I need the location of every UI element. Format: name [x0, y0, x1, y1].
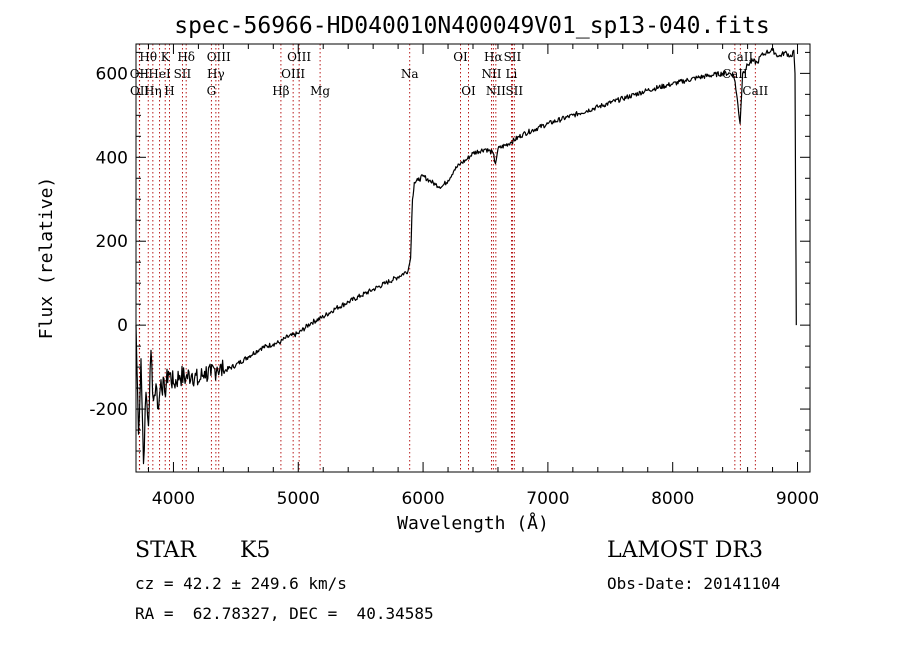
- redshift: cz = 42.2 ± 249.6 km/s: [135, 574, 347, 593]
- spectral-line-label: SII: [505, 84, 523, 98]
- spectral-line-label: CaII: [722, 67, 748, 81]
- x-tick-label: 6000: [401, 489, 444, 509]
- spectral-line-label: OIII: [287, 50, 311, 64]
- spectral-line-label: NII: [486, 84, 506, 98]
- y-tick-label: 200: [96, 232, 128, 252]
- x-axis-label: Wavelength (Å): [397, 512, 549, 534]
- spectral-line-label: Li: [506, 67, 518, 81]
- spectral-line-label: Na: [401, 67, 419, 81]
- spectral-line-label: H: [164, 84, 174, 98]
- spectral-line-label: OI: [461, 84, 476, 98]
- x-tick-label: 7000: [526, 489, 569, 509]
- plot-frame: [135, 43, 811, 473]
- spectral-line-label: OII: [130, 84, 150, 98]
- x-tick-label: 8000: [651, 489, 694, 509]
- spectral-line-label: K: [161, 50, 171, 64]
- y-axis-label: Flux (relative): [36, 177, 57, 340]
- spectral-line-label: SII: [504, 50, 522, 64]
- coordinates: RA = 62.78327, DEC = 40.34585: [135, 604, 434, 623]
- y-axis: -200 0 200 400 600: [89, 51, 810, 452]
- spectral-line-labels: HθOIIOIIHηHeIKHSIIHδGOIIIHγHβOIIIOIIIMgN…: [130, 50, 769, 98]
- spectral-line-label: HeI: [148, 67, 171, 81]
- spectral-line-label: Hγ: [207, 67, 225, 81]
- spectral-line-label: NII: [481, 67, 501, 81]
- spectral-line-label: Mg: [310, 84, 330, 98]
- x-tick-label: 4000: [152, 489, 195, 509]
- spectral-line-label: Hθ: [139, 50, 157, 64]
- y-tick-label: 400: [96, 148, 128, 168]
- spectral-line-label: CaII: [742, 84, 768, 98]
- obs-date: Obs-Date: 20141104: [607, 574, 781, 593]
- y-tick-label: -200: [89, 400, 128, 420]
- spectral-line-label: G: [207, 84, 217, 98]
- y-tick-label: 0: [117, 316, 128, 336]
- spectral-line-label: OI: [453, 50, 468, 64]
- spectral-line-label: CaII: [727, 50, 753, 64]
- chart-title: spec-56966-HD040010N400049V01_sp13-040.f…: [174, 13, 769, 39]
- survey-name: LAMOST DR3: [607, 538, 763, 563]
- spectral-line-label: Hα: [484, 50, 503, 64]
- subclass: K5: [240, 538, 271, 563]
- y-tick-label: 600: [96, 64, 128, 84]
- spectral-line-label: Hη: [144, 84, 162, 98]
- spectral-line-label: Hβ: [272, 84, 289, 98]
- x-tick-label: 5000: [277, 489, 320, 509]
- spectrum-line: [135, 47, 797, 465]
- spectral-line-label: SII: [174, 67, 192, 81]
- spectral-line-markers: [138, 44, 756, 472]
- spectral-line-label: OII: [130, 67, 150, 81]
- spectral-line-label: OIII: [281, 67, 305, 81]
- x-axis: 4000 5000 6000 7000 8000 9000: [147, 44, 819, 509]
- spectral-line-label: Hδ: [177, 50, 195, 64]
- spectral-line-label: OIII: [207, 50, 231, 64]
- x-tick-label: 9000: [776, 489, 819, 509]
- object-type: STAR: [135, 538, 196, 563]
